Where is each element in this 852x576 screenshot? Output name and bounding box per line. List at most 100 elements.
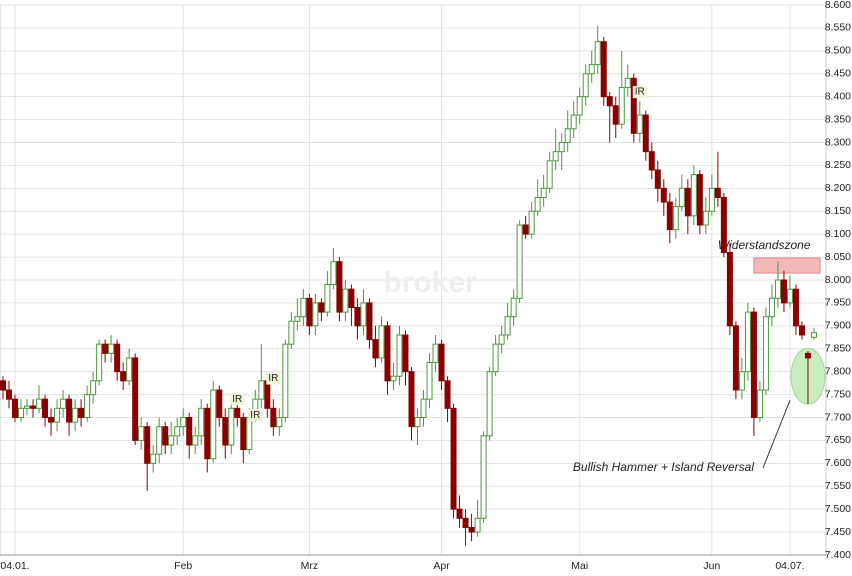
candle-body xyxy=(102,343,109,354)
candle-body xyxy=(378,325,385,359)
candle-body xyxy=(84,394,91,419)
candle-body xyxy=(738,371,745,391)
y-tick-label: 7.800 xyxy=(825,365,851,377)
candle-body xyxy=(528,210,535,235)
candle-body xyxy=(234,407,241,419)
candle-body xyxy=(324,284,331,313)
candle-body xyxy=(726,252,733,327)
candle-body xyxy=(396,334,403,377)
candle-body xyxy=(516,224,523,299)
candle-body xyxy=(48,417,55,423)
candle-body xyxy=(72,407,79,423)
candle-body xyxy=(354,307,361,327)
candle-body xyxy=(228,407,235,446)
candle-body xyxy=(666,201,673,231)
marker-label: IR xyxy=(250,410,260,421)
candle-body xyxy=(30,405,37,409)
y-tick-label: 7.450 xyxy=(825,526,851,538)
candle-body xyxy=(222,417,229,446)
candle-body xyxy=(744,311,751,373)
candle-body xyxy=(600,41,607,98)
x-tick-label: Mrz xyxy=(301,560,319,572)
marker-label: IR xyxy=(635,87,645,98)
candle-body xyxy=(186,417,193,446)
candle-body xyxy=(192,435,199,446)
candle-body xyxy=(138,426,145,441)
candle-body xyxy=(402,334,409,373)
candle-body xyxy=(36,398,43,409)
candle-body xyxy=(654,169,661,189)
candle-body xyxy=(468,527,475,533)
x-tick-label: Apr xyxy=(433,560,450,572)
candle-body xyxy=(732,325,739,391)
candle-body xyxy=(294,316,301,322)
candle-body xyxy=(522,224,529,235)
candle-body xyxy=(678,187,685,208)
x-tick-label: 04.07. xyxy=(775,560,804,572)
y-tick-label: 8.150 xyxy=(825,205,851,217)
candle-body xyxy=(372,339,379,359)
resistance-label: Widerstandszone xyxy=(718,238,811,252)
candle-body xyxy=(612,105,619,125)
y-tick-label: 8.100 xyxy=(825,228,851,240)
candle-body xyxy=(756,389,763,418)
candle-body xyxy=(162,426,169,446)
marker-box xyxy=(230,393,245,406)
candle-body xyxy=(12,398,19,418)
candle-body xyxy=(660,187,667,203)
candle-body xyxy=(54,407,61,423)
x-tick-label: Mai xyxy=(571,560,588,572)
candle-body xyxy=(630,77,637,134)
y-tick-label: 7.950 xyxy=(825,297,851,309)
y-tick-label: 8.350 xyxy=(825,113,851,125)
watermark: broker xyxy=(383,266,477,299)
candle-body xyxy=(618,87,625,125)
candle-body xyxy=(342,288,349,313)
candle-body xyxy=(456,508,463,519)
candle-body xyxy=(534,197,541,212)
candle-body xyxy=(42,398,49,418)
candle-body xyxy=(180,417,187,428)
candle-body xyxy=(420,398,427,418)
y-tick-label: 8.450 xyxy=(825,68,851,80)
candle-body xyxy=(690,174,697,217)
candle-body xyxy=(168,435,175,446)
y-tick-label: 7.550 xyxy=(825,480,851,492)
candle-body xyxy=(432,343,439,363)
x-tick-label: Jun xyxy=(703,560,720,572)
candle-body xyxy=(150,453,157,464)
candle-body xyxy=(66,398,73,423)
candle-body xyxy=(498,334,505,345)
candle-body xyxy=(552,151,559,162)
candle-body xyxy=(132,357,139,441)
candle-body xyxy=(126,357,133,382)
candle-body xyxy=(24,405,31,409)
candle-body xyxy=(480,435,487,519)
candle-body xyxy=(582,73,589,98)
candle-body xyxy=(18,407,25,419)
marker-label: IR xyxy=(268,373,278,384)
y-tick-label: 7.900 xyxy=(825,320,851,332)
candle-body xyxy=(312,302,319,327)
candle-body xyxy=(642,114,649,153)
candle-body xyxy=(810,332,817,338)
candle-body xyxy=(264,380,271,409)
candle-body xyxy=(276,417,283,428)
y-tick-label: 7.500 xyxy=(825,503,851,515)
candle-body xyxy=(780,279,787,304)
candle-body xyxy=(348,288,355,308)
candle-body xyxy=(60,398,67,409)
candle-body xyxy=(444,380,451,409)
candle-body xyxy=(648,151,655,171)
candle-body xyxy=(486,371,493,437)
y-tick-label: 8.300 xyxy=(825,136,851,148)
candle-body xyxy=(408,371,415,428)
highlight-label: Bullish Hammer + Island Reversal xyxy=(573,460,754,474)
marker-box xyxy=(248,409,263,422)
candle-body xyxy=(576,96,583,116)
candle-body xyxy=(6,389,13,400)
y-tick-label: 8.500 xyxy=(825,45,851,57)
candle-body xyxy=(156,426,163,455)
candle-body xyxy=(768,297,775,318)
